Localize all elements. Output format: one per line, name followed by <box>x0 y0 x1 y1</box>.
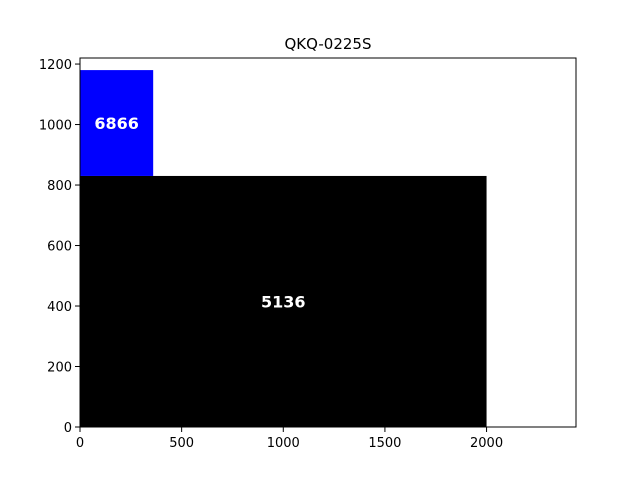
y-tick-label: 800 <box>47 179 72 194</box>
x-tick-label: 500 <box>169 436 194 451</box>
x-tick-label: 2000 <box>470 436 503 451</box>
y-tick-label: 1000 <box>39 119 72 134</box>
y-tick-label: 0 <box>64 421 72 436</box>
x-tick-label: 0 <box>76 436 84 451</box>
y-axis: 0 200 400 600 800 1000 1200 <box>39 58 80 436</box>
x-axis: 0 500 1000 1500 2000 <box>76 427 503 451</box>
rect-label-5136: 5136 <box>261 292 306 311</box>
rect-6866 <box>80 70 154 176</box>
y-tick-label: 200 <box>47 361 72 376</box>
x-tick-label: 1000 <box>267 436 300 451</box>
rect-5136 <box>80 175 487 427</box>
rect-label-6866: 6866 <box>94 114 139 133</box>
y-tick-label: 400 <box>47 300 72 315</box>
rect-labels: 5136 6866 <box>94 114 305 311</box>
y-tick-label: 1200 <box>39 58 72 73</box>
x-tick-label: 1500 <box>368 436 401 451</box>
chart-title: QKQ-0225S <box>285 35 372 53</box>
rects-layer <box>80 70 487 427</box>
plot-frame <box>79 57 577 428</box>
y-tick-label: 600 <box>47 240 72 255</box>
